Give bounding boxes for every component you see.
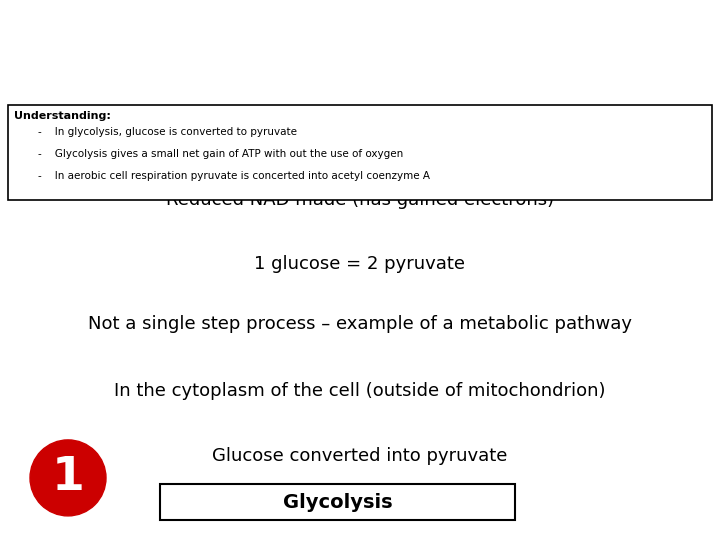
Text: 1: 1 xyxy=(52,455,84,501)
Text: -    Glycolysis gives a small net gain of ATP with out the use of oxygen: - Glycolysis gives a small net gain of A… xyxy=(38,149,403,159)
Text: Glycolysis: Glycolysis xyxy=(283,492,392,512)
Text: Glucose converted into pyruvate: Glucose converted into pyruvate xyxy=(212,447,508,465)
Text: -    In aerobic cell respiration pyruvate is concerted into acetyl coenzyme A: - In aerobic cell respiration pyruvate i… xyxy=(38,171,430,181)
Text: Substrate phosphorylation – overall 2 ATP produced: Substrate phosphorylation – overall 2 AT… xyxy=(90,119,630,140)
Circle shape xyxy=(30,440,106,516)
FancyBboxPatch shape xyxy=(160,484,515,520)
Text: Not a single step process – example of a metabolic pathway: Not a single step process – example of a… xyxy=(88,315,632,333)
Text: Reduced NAD made (has gained electrons): Reduced NAD made (has gained electrons) xyxy=(166,191,554,209)
Text: In the cytoplasm of the cell (outside of mitochondrion): In the cytoplasm of the cell (outside of… xyxy=(114,382,606,401)
FancyBboxPatch shape xyxy=(8,105,712,200)
Text: -    In glycolysis, glucose is converted to pyruvate: - In glycolysis, glucose is converted to… xyxy=(38,127,297,137)
Text: 1 glucose = 2 pyruvate: 1 glucose = 2 pyruvate xyxy=(254,254,466,273)
Text: Understanding:: Understanding: xyxy=(14,111,111,122)
